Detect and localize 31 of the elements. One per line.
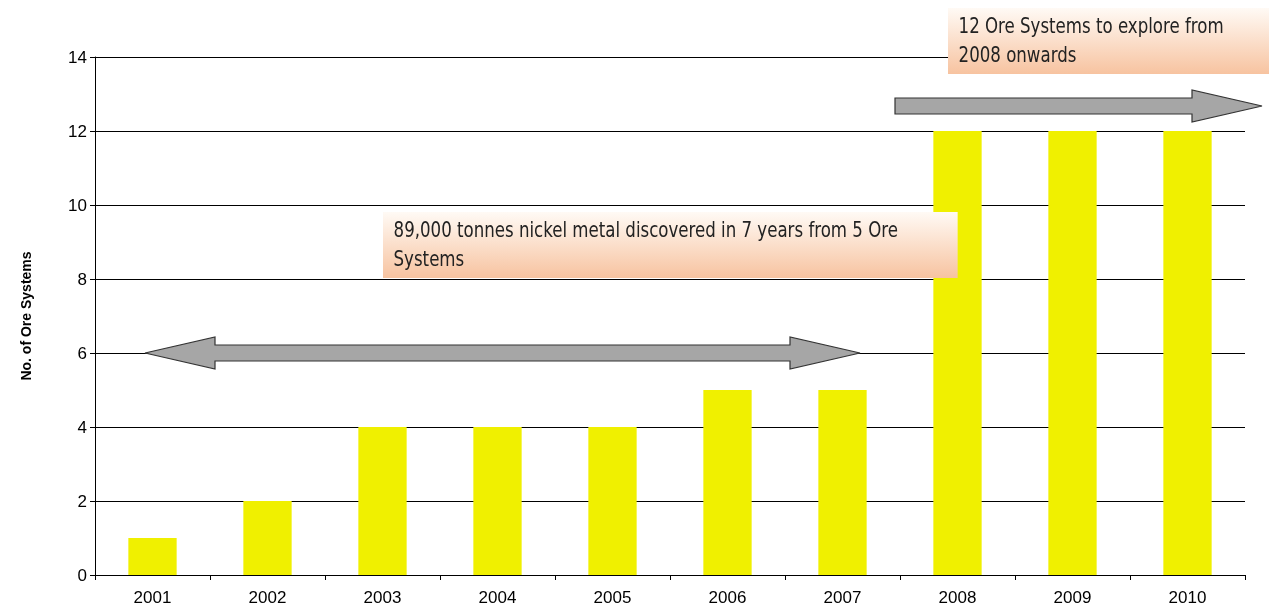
y-tick-label: 10	[68, 195, 87, 215]
bar	[473, 427, 522, 575]
x-tick-label: 2001	[133, 588, 172, 607]
y-axis-title: No. of Ore Systems	[18, 251, 34, 381]
y-tick-label: 14	[68, 47, 87, 67]
bar	[358, 427, 407, 575]
y-tick-label: 0	[77, 565, 87, 585]
x-tick-label: 2009	[1053, 588, 1092, 607]
x-tick-label: 2010	[1168, 588, 1207, 607]
x-tick-label: 2003	[363, 588, 402, 607]
bar	[703, 390, 752, 575]
bar	[1048, 131, 1097, 575]
callout-box: 89,000 tonnes nickel metal discovered in 7 years from 5 Ore Systems	[382, 212, 958, 279]
x-tick-label: 2007	[823, 588, 862, 607]
bar	[128, 538, 177, 575]
y-tick-label: 4	[77, 417, 87, 437]
bar	[1163, 131, 1212, 575]
x-tick-label: 2005	[593, 588, 632, 607]
x-tick-label: 2004	[478, 588, 517, 607]
y-tick-label: 12	[68, 121, 87, 141]
y-tick-label: 6	[77, 343, 87, 363]
x-tick-label: 2006	[708, 588, 747, 607]
bar	[588, 427, 637, 575]
bar	[818, 390, 867, 575]
x-tick-label: 2002	[248, 588, 287, 607]
y-tick-label: 8	[77, 269, 87, 289]
bar	[933, 131, 982, 575]
x-tick-label: 2008	[938, 588, 977, 607]
callout-box: 12 Ore Systems to explore from 2008 onwards	[947, 8, 1269, 74]
bar	[243, 501, 292, 575]
y-tick-label: 2	[77, 491, 87, 511]
